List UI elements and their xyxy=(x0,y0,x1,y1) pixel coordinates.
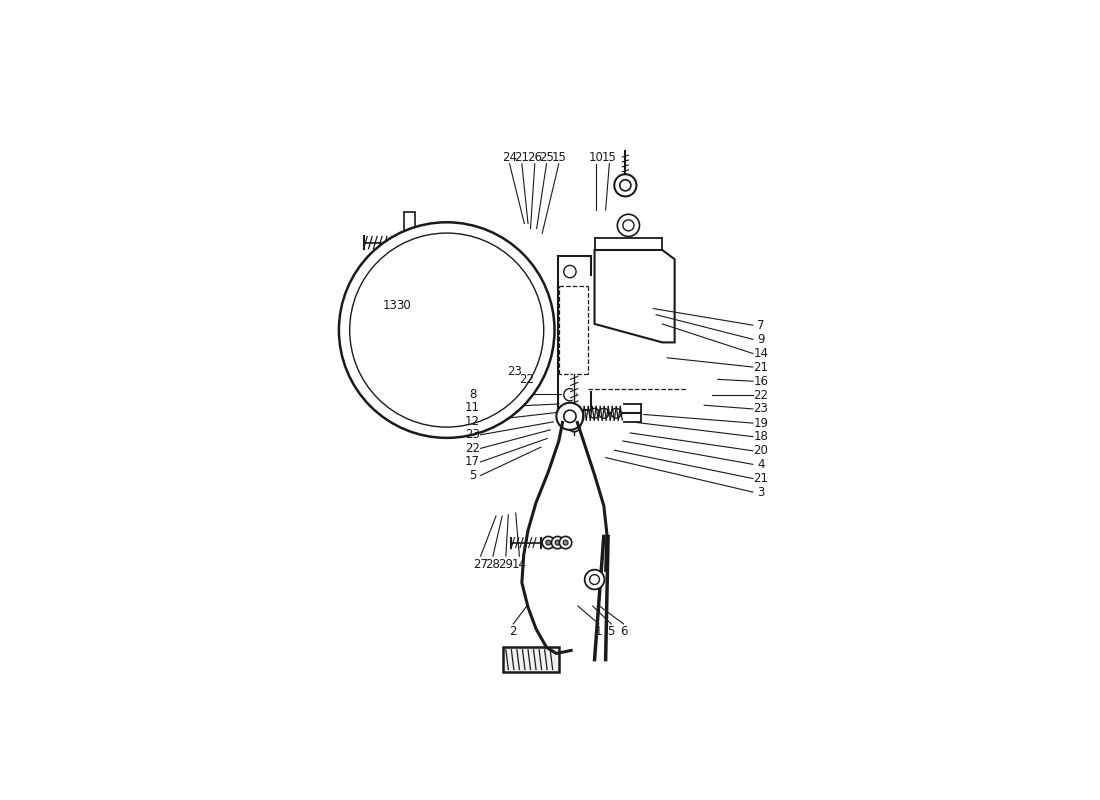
Circle shape xyxy=(617,214,639,237)
Circle shape xyxy=(585,570,604,590)
Text: 23: 23 xyxy=(754,402,768,415)
Text: 15: 15 xyxy=(551,151,566,164)
Text: 4: 4 xyxy=(757,458,764,471)
Text: 11: 11 xyxy=(465,401,480,414)
Circle shape xyxy=(563,266,576,278)
Circle shape xyxy=(598,408,608,418)
Text: 28: 28 xyxy=(485,558,501,570)
Text: 29: 29 xyxy=(498,558,514,570)
Text: 17: 17 xyxy=(465,455,480,469)
Text: 16: 16 xyxy=(754,374,769,388)
Text: 24: 24 xyxy=(502,151,517,164)
Text: 10: 10 xyxy=(588,151,603,164)
Circle shape xyxy=(563,540,568,545)
Text: 27: 27 xyxy=(473,558,488,570)
Text: 15: 15 xyxy=(602,151,617,164)
Circle shape xyxy=(551,537,563,549)
Text: 21: 21 xyxy=(754,361,769,374)
Circle shape xyxy=(402,250,417,266)
Text: 22: 22 xyxy=(519,373,535,386)
Polygon shape xyxy=(404,212,415,274)
Text: 22: 22 xyxy=(754,389,769,402)
Circle shape xyxy=(612,408,621,418)
Polygon shape xyxy=(594,250,674,342)
Circle shape xyxy=(556,540,560,545)
Text: 13: 13 xyxy=(383,299,397,312)
Text: 25: 25 xyxy=(539,151,554,164)
Text: 2: 2 xyxy=(509,626,517,638)
Circle shape xyxy=(557,402,583,430)
Text: 1: 1 xyxy=(595,626,603,638)
Text: 5: 5 xyxy=(607,626,615,638)
Text: 14: 14 xyxy=(512,558,527,570)
Text: 23: 23 xyxy=(465,428,480,442)
Circle shape xyxy=(560,537,572,549)
Circle shape xyxy=(406,254,412,262)
Circle shape xyxy=(614,174,637,197)
Text: 30: 30 xyxy=(396,299,411,312)
Text: 21: 21 xyxy=(515,151,529,164)
Text: 18: 18 xyxy=(754,430,768,443)
Circle shape xyxy=(531,326,539,334)
Circle shape xyxy=(571,422,578,429)
Text: 6: 6 xyxy=(619,626,627,638)
Text: 8: 8 xyxy=(469,388,476,401)
Text: 12: 12 xyxy=(465,414,480,428)
Text: 9: 9 xyxy=(757,333,764,346)
Circle shape xyxy=(350,233,543,427)
Circle shape xyxy=(563,410,576,422)
Circle shape xyxy=(568,419,581,432)
Circle shape xyxy=(546,540,551,545)
Text: 21: 21 xyxy=(754,472,769,485)
Circle shape xyxy=(519,325,529,335)
Text: 23: 23 xyxy=(507,366,521,378)
Circle shape xyxy=(563,389,576,401)
Circle shape xyxy=(339,222,554,438)
Text: 7: 7 xyxy=(757,318,764,332)
Text: 5: 5 xyxy=(469,469,476,482)
Circle shape xyxy=(542,537,554,549)
Circle shape xyxy=(590,574,600,585)
Circle shape xyxy=(619,180,631,191)
Text: 19: 19 xyxy=(754,417,769,430)
Circle shape xyxy=(623,220,634,231)
Text: 26: 26 xyxy=(527,151,542,164)
Text: 14: 14 xyxy=(754,347,769,360)
Text: 22: 22 xyxy=(465,442,480,455)
Text: 3: 3 xyxy=(757,486,764,498)
Polygon shape xyxy=(504,647,559,672)
Text: 20: 20 xyxy=(754,444,768,458)
Circle shape xyxy=(590,408,600,418)
